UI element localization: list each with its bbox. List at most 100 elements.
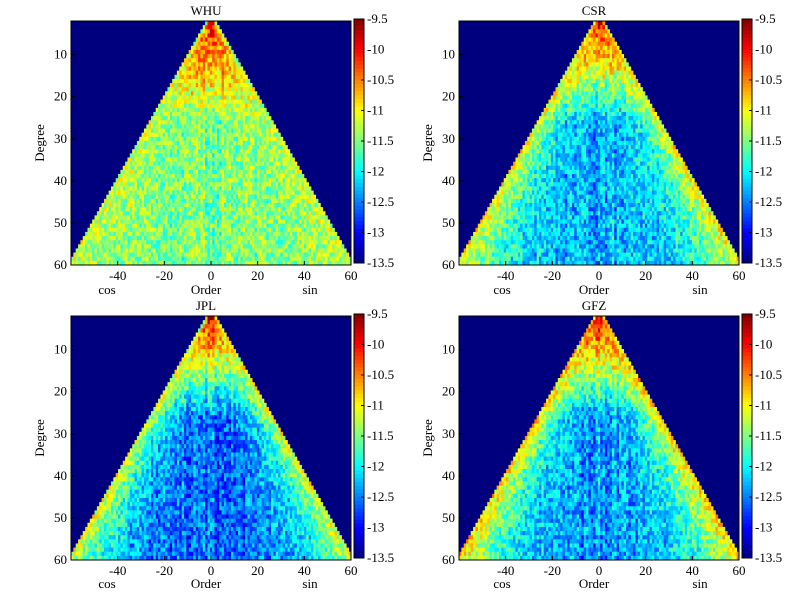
colorbar-swatch xyxy=(354,137,364,142)
colorbar-tick-label: -12.5 xyxy=(755,194,782,209)
x-tick-label: -20 xyxy=(156,563,173,578)
colorbar-tick-label: -11 xyxy=(755,398,772,413)
colorbar-tick-label: -10.5 xyxy=(367,367,394,382)
colorbar-swatch xyxy=(354,148,364,153)
colorbar-swatch xyxy=(354,485,364,490)
colorbar-swatch xyxy=(742,542,752,547)
colorbar-swatch xyxy=(742,179,752,184)
colorbar-swatch xyxy=(354,462,364,467)
colorbar-tick-label: -10.5 xyxy=(755,367,782,382)
colorbar-swatch xyxy=(742,190,752,195)
cos-label: cos xyxy=(493,282,510,297)
colorbar-swatch xyxy=(742,202,752,207)
colorbar-swatch xyxy=(354,317,364,323)
colorbar-swatch xyxy=(354,194,364,199)
colorbar-swatch xyxy=(354,26,364,31)
colorbar-swatch xyxy=(354,424,364,429)
colorbar-swatch xyxy=(354,455,364,460)
colorbar-swatch xyxy=(742,99,752,104)
colorbar-swatch xyxy=(742,409,752,414)
colorbar-swatch xyxy=(354,141,364,146)
colorbar-swatch xyxy=(742,504,752,509)
colorbar-swatch xyxy=(742,355,752,361)
colorbar-swatch xyxy=(354,114,364,119)
colorbar-swatch xyxy=(742,240,752,245)
colorbar-swatch xyxy=(354,198,364,203)
x-tick-label: -40 xyxy=(109,268,126,283)
colorbar-swatch xyxy=(742,49,752,54)
colorbar-swatch xyxy=(354,340,364,345)
colorbar-swatch xyxy=(354,500,364,506)
colorbar-swatch xyxy=(354,375,364,380)
colorbar-swatch xyxy=(354,535,364,540)
colorbar-swatch xyxy=(742,439,752,445)
colorbar-swatch xyxy=(354,420,364,425)
colorbar-swatch xyxy=(742,236,752,241)
colorbar-swatch xyxy=(354,443,364,448)
colorbar-swatch xyxy=(354,102,364,108)
y-tick-label: 10 xyxy=(442,47,455,62)
y-tick-label: 60 xyxy=(442,257,455,272)
colorbar-swatch xyxy=(742,144,752,150)
colorbar-swatch xyxy=(742,160,752,165)
colorbar: -9.5 -10 -10.5 -11 -11.5 -12 -12.5 -13 -13.5 xyxy=(741,306,782,565)
colorbar-swatch xyxy=(742,348,752,353)
heatmap-cells xyxy=(71,316,351,560)
panel-title: GFZ xyxy=(582,298,607,313)
colorbar-swatch xyxy=(742,125,752,130)
colorbar-swatch xyxy=(742,458,752,464)
colorbar-swatch xyxy=(354,413,364,418)
colorbar-tick-label: -10.5 xyxy=(367,72,394,87)
colorbar-swatch xyxy=(742,106,752,111)
colorbar-swatch xyxy=(742,470,752,475)
sin-label: sin xyxy=(692,282,708,297)
colorbar-swatch xyxy=(354,182,364,188)
colorbar-swatch xyxy=(742,38,752,43)
y-tick-label: 10 xyxy=(54,47,67,62)
sin-label: sin xyxy=(302,282,318,297)
colorbar-swatch xyxy=(354,163,364,169)
panel-title: CSR xyxy=(582,3,607,18)
x-axis-label: Order xyxy=(191,282,222,297)
x-tick-label: -20 xyxy=(544,563,561,578)
colorbar-swatch xyxy=(742,493,752,498)
colorbar-swatch xyxy=(354,474,364,479)
x-tick-label: 20 xyxy=(639,563,652,578)
colorbar-swatch xyxy=(354,202,364,207)
colorbar-swatch xyxy=(354,221,364,226)
sin-label: sin xyxy=(302,576,318,591)
colorbar-swatch xyxy=(354,542,364,547)
colorbar-swatch xyxy=(354,45,364,50)
colorbar-swatch xyxy=(354,333,364,338)
y-tick-label: 60 xyxy=(54,552,67,567)
colorbar-swatch xyxy=(742,394,752,399)
colorbar-tick-label: -12 xyxy=(367,164,384,179)
colorbar-swatch xyxy=(354,512,364,517)
colorbar-swatch xyxy=(354,390,364,395)
colorbar-tick-label: -12 xyxy=(367,459,384,474)
colorbar-swatch xyxy=(354,386,364,391)
y-tick-label: 40 xyxy=(442,468,455,483)
colorbar-swatch xyxy=(742,87,752,92)
colorbar-swatch xyxy=(742,477,752,483)
colorbar-swatch xyxy=(742,45,752,50)
colorbar-swatch xyxy=(742,259,752,264)
cos-label: cos xyxy=(98,576,115,591)
colorbar-swatch xyxy=(354,477,364,483)
x-tick-label: 40 xyxy=(298,268,311,283)
colorbar-swatch xyxy=(354,519,364,525)
colorbar-swatch xyxy=(354,72,364,77)
colorbar-swatch xyxy=(354,133,364,138)
colorbar-swatch xyxy=(354,416,364,422)
heatmap-cells xyxy=(459,21,739,265)
colorbar-swatch xyxy=(742,255,752,260)
colorbar-swatch xyxy=(742,72,752,77)
colorbar-swatch xyxy=(354,186,364,191)
colorbar-swatch xyxy=(742,432,752,437)
colorbar-swatch xyxy=(354,160,364,165)
colorbar-swatch xyxy=(354,179,364,184)
colorbar-swatch xyxy=(742,110,752,115)
colorbar-swatch xyxy=(742,397,752,403)
colorbar-swatch xyxy=(354,125,364,130)
colorbar-swatch xyxy=(742,363,752,368)
